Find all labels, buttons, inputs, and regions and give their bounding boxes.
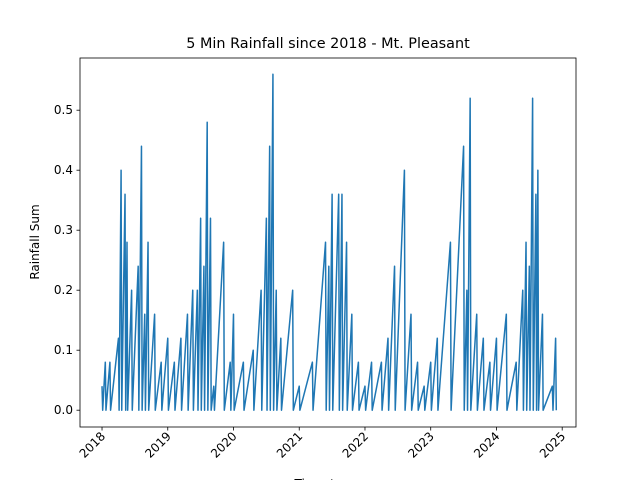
x-axis-label: Timestamp [294,477,362,480]
y-tick-label: 0.4 [54,163,73,177]
y-axis-label: Rainfall Sum [28,204,42,279]
y-tick-label: 0.2 [54,283,73,297]
y-tick-label: 0.5 [54,103,73,117]
y-tick-label: 0.3 [54,223,73,237]
y-tick-label: 0.0 [54,403,73,417]
y-tick-label: 0.1 [54,343,73,357]
chart-title: 5 Min Rainfall since 2018 - Mt. Pleasant [186,36,470,52]
plot-frame [79,57,577,428]
rainfall-line [101,73,558,411]
